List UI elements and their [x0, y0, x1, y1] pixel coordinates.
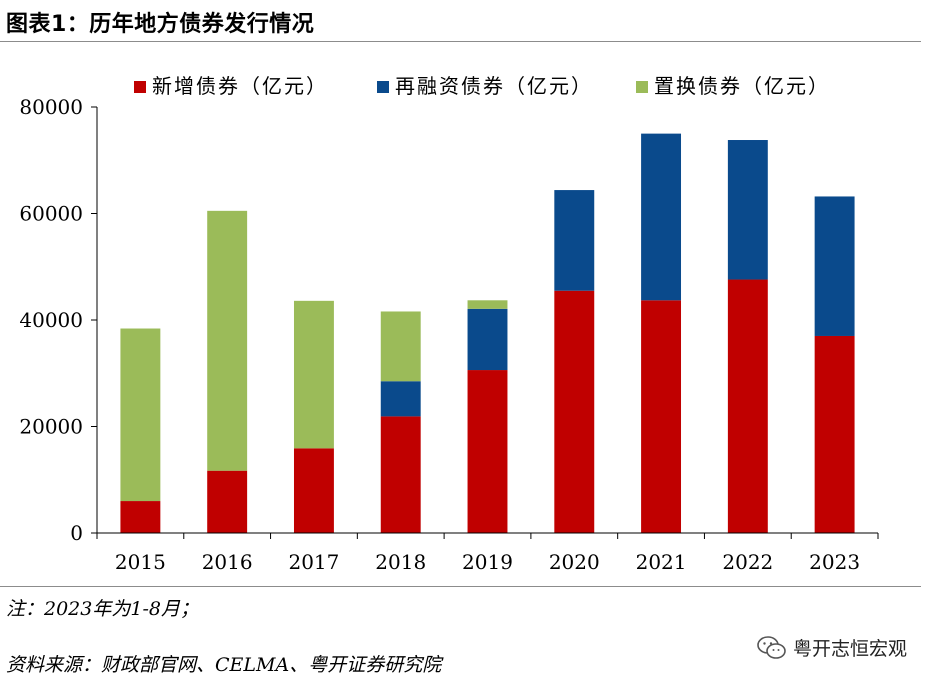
- bar-segment-2020-s0: [554, 290, 595, 533]
- title-divider: [0, 41, 921, 42]
- data-source: 资料来源：财政部官网、CELMA、粤开证券研究院: [6, 654, 442, 676]
- watermark: 粤开志恒宏观: [757, 634, 907, 661]
- y-tick-label: 20000: [19, 415, 83, 439]
- bar-segment-2022-s1: [727, 140, 768, 280]
- x-axis: 2015 2016 2017 2018 2019 2020 2021 2022 2023: [96, 532, 879, 574]
- x-tick-label: 2021: [636, 550, 687, 574]
- bar-segment-2018-s2: [380, 311, 421, 382]
- bar-segment-2019-s2: [467, 300, 508, 309]
- legend: 新增债券（亿元） 再融资债券（亿元） 置换债券（亿元）: [134, 74, 830, 98]
- legend-swatch: [636, 81, 648, 93]
- y-tick-label: 60000: [19, 202, 83, 226]
- x-tick-label: 2018: [375, 550, 426, 574]
- x-tick-label: 2019: [462, 550, 513, 574]
- legend-label: 再融资债券（亿元）: [395, 74, 593, 98]
- bar-segment-2017-s2: [293, 300, 334, 449]
- legend-swatch: [134, 81, 146, 93]
- y-axis: 0 20000 40000 60000 80000: [19, 95, 98, 545]
- legend-label: 置换债券（亿元）: [654, 74, 830, 98]
- bar-segment-2019-s0: [467, 370, 508, 533]
- bar-segment-2022-s0: [727, 279, 768, 533]
- wechat-icon: [757, 635, 786, 659]
- x-tick-label: 2020: [549, 550, 600, 574]
- bar-segment-2017-s0: [293, 448, 334, 533]
- figure-title: 图表1：历年地方债券发行情况: [6, 12, 315, 37]
- bar-segment-2016-s0: [207, 470, 248, 533]
- bar-segment-2015-s2: [120, 328, 161, 502]
- y-tick-label: 0: [70, 521, 83, 545]
- bars: [120, 133, 855, 533]
- y-tick-label: 40000: [19, 308, 83, 332]
- bar-segment-2023-s1: [814, 196, 855, 336]
- chart-note: 注：2023年为1-8月；: [6, 598, 199, 620]
- bar-segment-2018-s0: [380, 416, 421, 533]
- bar-segment-2021-s1: [641, 133, 682, 301]
- bar-segment-2015-s0: [120, 501, 161, 533]
- bar-segment-2021-s0: [641, 300, 682, 533]
- x-tick-label: 2015: [115, 550, 166, 574]
- y-tick-label: 80000: [19, 95, 83, 119]
- legend-swatch: [377, 81, 389, 93]
- watermark-text: 粤开志恒宏观: [792, 638, 907, 660]
- footer-divider: [0, 586, 921, 587]
- x-tick-label: 2023: [809, 550, 860, 574]
- stacked-bar-chart: 新增债券（亿元） 再融资债券（亿元） 置换债券（亿元） 0 20000 40000 600…: [19, 74, 879, 574]
- x-tick-label: 2017: [288, 550, 339, 574]
- bar-segment-2020-s1: [554, 190, 595, 291]
- bar-segment-2019-s1: [467, 308, 508, 371]
- bar-segment-2023-s0: [814, 335, 855, 533]
- x-tick-label: 2016: [202, 550, 253, 574]
- bar-segment-2018-s1: [380, 381, 421, 417]
- x-tick-label: 2022: [722, 550, 773, 574]
- legend-label: 新增债券（亿元）: [152, 74, 328, 98]
- bar-segment-2016-s2: [207, 210, 248, 471]
